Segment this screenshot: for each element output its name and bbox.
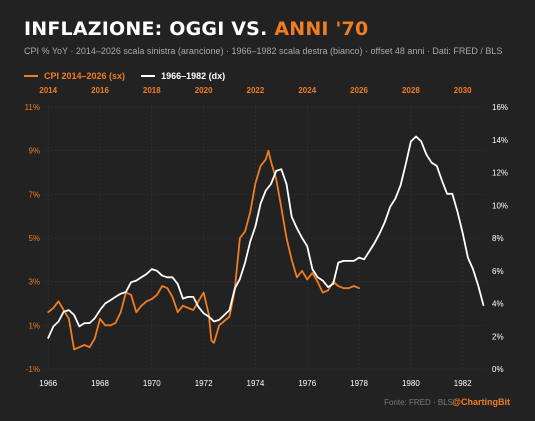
series-line-1966-1982 [47,135,485,339]
bottom-axis-tick-label: 1972 [195,379,213,388]
top-axis-tick-label: 2016 [91,86,109,95]
top-axis-tick-label: 2028 [402,86,420,95]
subtitle: CPI % YoY · 2014–2026 scala sinistra (ar… [24,46,503,56]
bottom-axis-tick-label: 1970 [143,379,161,388]
bottom-axis-tick-label: 1966 [39,379,57,388]
bottom-axis-tick-label: 1976 [298,379,316,388]
legend: CPI 2014–2026 (sx) 1966–1982 (dx) [24,69,225,83]
legend-item-1966-1982: 1966–1982 (dx) [141,71,225,81]
top-axis-tick-label: 2014 [39,86,57,95]
legend-label-2014-2026: CPI 2014–2026 (sx) [44,71,126,81]
page-title: INFLAZIONE: OGGI VS. ANNI '70 [24,18,368,42]
series-line-2014-2026 [47,149,361,351]
footer-handle: @ChartingBit [452,397,510,407]
right-axis-tick-label: 2% [492,332,504,341]
right-axis-tick-label: 12% [492,169,508,178]
right-axis-tick-label: 8% [492,234,504,243]
top-axis-tick-label: 2020 [195,86,213,95]
top-axis-tick-label: 2022 [247,86,265,95]
left-axis-tick-label: 3% [28,278,40,287]
bottom-axis-tick-label: 1978 [350,379,368,388]
top-axis-tick-label: 2026 [350,86,368,95]
right-axis-tick-label: 14% [492,136,508,145]
right-axis-tick-label: 10% [492,201,508,210]
legend-label-1966-1982: 1966–1982 (dx) [161,71,226,81]
right-axis-tick-label: 4% [492,300,504,309]
bottom-axis-tick-label: 1968 [91,379,109,388]
top-axis-tick-label: 2018 [143,86,161,95]
right-axis-tick-label: 0% [492,365,504,374]
legend-swatch-orange [24,75,38,77]
left-axis-tick-label: 5% [28,234,40,243]
title-accent: ANNI '70 [274,18,369,40]
right-axis-tick-label: 6% [492,267,504,276]
footer-source: Fonte: FRED · BLS [384,398,453,407]
left-axis-tick-label: 11% [25,103,40,112]
legend-item-2014-2026: CPI 2014–2026 (sx) [24,71,125,81]
top-axis-tick-label: 2024 [298,86,316,95]
right-axis-tick-label: 16% [492,103,508,112]
left-axis-tick-label: 7% [28,190,40,199]
left-axis-tick-label: 9% [28,147,40,156]
bottom-axis-tick-label: 1982 [454,379,472,388]
legend-swatch-white [141,75,156,77]
bottom-axis-tick-label: 1974 [247,379,265,388]
left-axis-tick-label: -1% [26,365,40,374]
title-main: INFLAZIONE: OGGI VS. [24,18,268,40]
bottom-axis-tick-label: 1980 [402,379,420,388]
top-axis-tick-label: 2030 [454,86,472,95]
left-axis-tick-label: 1% [28,321,40,330]
